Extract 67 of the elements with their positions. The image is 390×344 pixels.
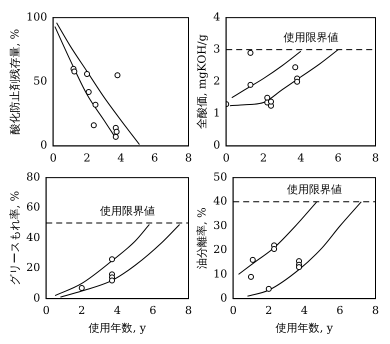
y-tick-label: 0 bbox=[213, 138, 220, 152]
x-tick-label: 6 bbox=[149, 304, 156, 318]
x-tick-label: 2 bbox=[260, 151, 268, 164]
point bbox=[114, 72, 120, 78]
x-tick-label: 2 bbox=[78, 304, 86, 318]
y-axis-title: 酸化防止剤残存量, % bbox=[8, 28, 22, 134]
y-tick-label: 0 bbox=[40, 138, 48, 152]
point bbox=[292, 64, 298, 70]
y-tick-label: 80 bbox=[26, 170, 40, 184]
x-tick-label: 2 bbox=[84, 151, 91, 164]
x-tick-label: 8 bbox=[185, 304, 192, 318]
point bbox=[247, 82, 254, 88]
point bbox=[71, 68, 78, 74]
y-tick-label: 3 bbox=[213, 42, 220, 56]
point bbox=[92, 102, 98, 108]
x-tick-label: 0 bbox=[230, 304, 237, 318]
point bbox=[294, 78, 300, 85]
x-tick-label: 6 bbox=[151, 151, 158, 164]
y-tick-label: 50 bbox=[213, 170, 228, 184]
y-tick-label: 20 bbox=[213, 243, 228, 256]
x-tick-label: 4 bbox=[114, 304, 121, 318]
x-tick-label: 4 bbox=[300, 304, 308, 318]
y-tick-label: 10 bbox=[213, 267, 228, 280]
y-tick-label: 60 bbox=[26, 200, 40, 214]
ref-line-label: 使用限界値 bbox=[286, 183, 342, 196]
y-tick-label: 40 bbox=[26, 230, 40, 244]
x-tick-label: 4 bbox=[117, 151, 124, 164]
x-tick-label: 2 bbox=[265, 304, 272, 318]
point bbox=[250, 256, 256, 263]
point bbox=[86, 88, 92, 95]
point bbox=[271, 246, 278, 252]
point bbox=[247, 50, 254, 56]
point bbox=[296, 264, 302, 270]
y-axis-title: 全酸価, mgKOH/g bbox=[195, 34, 208, 130]
point bbox=[109, 277, 116, 284]
x-tick-label: 8 bbox=[372, 304, 379, 318]
x-axis-title: 使用年数, y bbox=[88, 321, 147, 334]
y-tick-label: 100 bbox=[26, 10, 48, 24]
y-tick-label: 20 bbox=[26, 261, 40, 274]
x-axis-title: 使用年数, y bbox=[276, 321, 334, 334]
point bbox=[109, 256, 116, 262]
y-tick-label: 40 bbox=[213, 194, 228, 208]
y-tick-label: 50 bbox=[33, 74, 48, 88]
y-tick-label: 1 bbox=[213, 106, 220, 120]
x-tick-label: 8 bbox=[185, 151, 192, 164]
point bbox=[114, 128, 120, 135]
x-tick-label: 4 bbox=[297, 151, 304, 164]
x-tick-label: 6 bbox=[336, 304, 344, 318]
x-tick-label: 6 bbox=[334, 151, 342, 164]
y-tick-label: 0 bbox=[220, 291, 228, 304]
point bbox=[268, 98, 274, 105]
point bbox=[248, 274, 254, 280]
x-tick-label: 0 bbox=[50, 151, 57, 164]
y-tick-label: 30 bbox=[213, 218, 228, 232]
point bbox=[84, 71, 90, 78]
point bbox=[90, 122, 97, 128]
y-axis-title: 油分離率, % bbox=[195, 207, 208, 269]
y-axis-title: グリースもれ率, % bbox=[8, 190, 22, 286]
y-tick-label: 0 bbox=[33, 291, 40, 304]
y-tick-label: 4 bbox=[213, 10, 220, 24]
point bbox=[78, 285, 85, 292]
ref-line-label: 使用限界値 bbox=[283, 31, 338, 44]
y-tick-label: 2 bbox=[213, 74, 220, 88]
point bbox=[266, 286, 272, 292]
x-tick-label: 8 bbox=[372, 151, 379, 164]
point bbox=[112, 134, 119, 140]
ref-line-label: 使用限界値 bbox=[100, 204, 155, 218]
